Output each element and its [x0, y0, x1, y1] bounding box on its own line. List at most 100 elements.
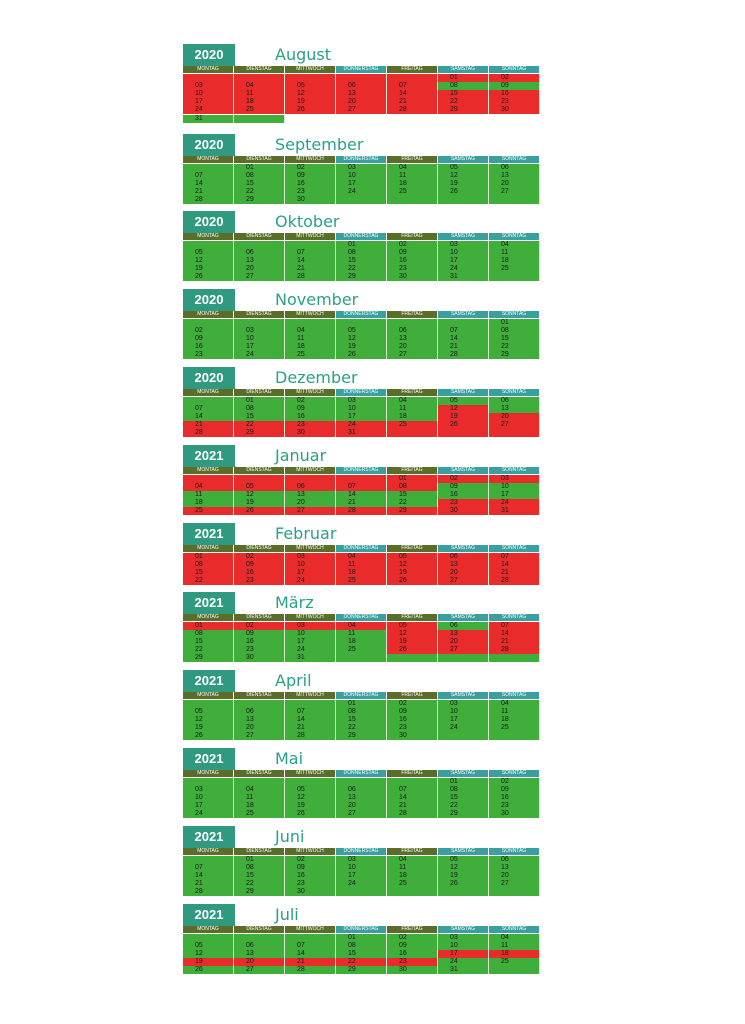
day-cell: [183, 475, 234, 483]
day-cell: 10: [489, 483, 540, 492]
day-cell: 11: [285, 335, 336, 344]
day-cell: 18: [234, 98, 285, 107]
day-cell: 29: [234, 196, 285, 205]
day-cell: 03: [336, 164, 387, 172]
day-cell: 11: [387, 172, 438, 181]
day-cell: 17: [336, 872, 387, 881]
day-cell: 23: [489, 802, 540, 811]
day-cell: 21: [489, 569, 540, 578]
day-cell: 15: [234, 413, 285, 422]
month-header: 2021 Juli: [183, 900, 540, 926]
weekday-header: DIENSTAG: [234, 770, 284, 777]
day-cell: 18: [387, 872, 438, 881]
day-cell: 13: [234, 950, 285, 959]
day-cell: 11: [183, 491, 234, 500]
day-cell: 27: [387, 351, 438, 360]
day-cell: 14: [285, 716, 336, 725]
day-cell: 26: [285, 106, 336, 115]
day-cell: 28: [387, 106, 438, 115]
day-cell: 13: [387, 335, 438, 344]
day-cell: 07: [489, 622, 540, 630]
weekday-header: DIENSTAG: [234, 692, 284, 699]
weekday-header: DONNERSTAG: [336, 389, 386, 396]
day-cell: 06: [234, 708, 285, 717]
day-cell: 14: [183, 413, 234, 422]
day-cell: 26: [438, 188, 489, 197]
day-cell: 14: [285, 257, 336, 266]
weekday-header: MITTWOCH: [285, 692, 335, 699]
day-cell: 10: [183, 794, 234, 803]
weekday-header: MITTWOCH: [285, 770, 335, 777]
weekday-header: SONNTAG: [489, 926, 539, 933]
day-cell: 14: [336, 491, 387, 500]
month-block: 2020 September MONTAG DIENSTAG MITTWOCH DONNE…: [183, 130, 540, 205]
day-cell: [183, 778, 234, 786]
day-cell: 14: [183, 180, 234, 189]
day-cell: 30: [489, 106, 540, 115]
day-cell: 29: [438, 106, 489, 115]
day-cell: 06: [489, 856, 540, 864]
day-cell: 06: [489, 164, 540, 172]
day-cell: 08: [336, 942, 387, 951]
day-cell: 13: [489, 405, 540, 414]
month-block: 2021 April MONTAG DIENSTAG MITTWOCH DONNERSTA…: [183, 666, 540, 741]
year-label: 2020: [183, 367, 235, 389]
day-cell: [285, 934, 336, 942]
day-cell: 16: [489, 794, 540, 803]
day-cell: 17: [438, 716, 489, 725]
day-cell: 27: [234, 732, 285, 741]
day-cell: 16: [387, 716, 438, 725]
weekday-header: DIENSTAG: [234, 848, 284, 855]
day-cell: 13: [234, 257, 285, 266]
weekday-header: MONTAG: [183, 467, 233, 474]
weekday-header: SAMSTAG: [438, 233, 488, 240]
weekday-header: SAMSTAG: [438, 770, 488, 777]
month-block: 2021 März MONTAG DIENSTAG MITTWOCH DONNERSTAG…: [183, 588, 540, 663]
day-cell: 18: [234, 802, 285, 811]
day-cell: 11: [336, 561, 387, 570]
year-label: 2021: [183, 670, 235, 692]
day-cell: 28: [285, 273, 336, 282]
year-label: 2021: [183, 748, 235, 770]
day-cell: 12: [183, 716, 234, 725]
month-title: Dezember: [275, 368, 358, 387]
weekday-header: MONTAG: [183, 66, 233, 73]
day-cell: 05: [183, 942, 234, 951]
day-cell: 16: [285, 180, 336, 189]
day-cell: 02: [285, 397, 336, 405]
day-cell: 21: [387, 98, 438, 107]
day-cell: 13: [336, 794, 387, 803]
day-cell: 19: [234, 499, 285, 508]
day-cell: [387, 888, 438, 897]
day-cell: 12: [438, 172, 489, 181]
day-cell: [336, 196, 387, 205]
day-cell: 17: [489, 491, 540, 500]
day-cell: 14: [438, 335, 489, 344]
month-title: November: [275, 290, 359, 309]
day-cell: 11: [387, 405, 438, 414]
day-cell: 21: [285, 724, 336, 733]
day-cell: [489, 654, 540, 663]
day-cell: [438, 319, 489, 327]
day-cell: 14: [285, 950, 336, 959]
day-cell: [489, 273, 540, 282]
day-cell: [438, 888, 489, 897]
day-cell: 01: [336, 241, 387, 249]
day-cell: 08: [336, 708, 387, 717]
day-cell: [285, 241, 336, 249]
weekday-header: FREITAG: [387, 692, 437, 699]
month-block: 2021 Mai MONTAG DIENSTAG MITTWOCH DONNERSTAG F…: [183, 744, 540, 819]
day-cell: 23: [183, 351, 234, 360]
weekday-header: MITTWOCH: [285, 926, 335, 933]
day-cell: 15: [387, 491, 438, 500]
weekday-header: SONNTAG: [489, 614, 539, 621]
day-cell: 18: [285, 343, 336, 352]
day-cell: 11: [234, 90, 285, 99]
day-cell: 27: [489, 188, 540, 197]
day-cell: 02: [387, 241, 438, 249]
day-cell: 16: [234, 638, 285, 647]
day-cell: 29: [489, 351, 540, 360]
weekday-header: DIENSTAG: [234, 156, 284, 163]
day-cell: 02: [489, 778, 540, 786]
day-cell: 15: [336, 950, 387, 959]
